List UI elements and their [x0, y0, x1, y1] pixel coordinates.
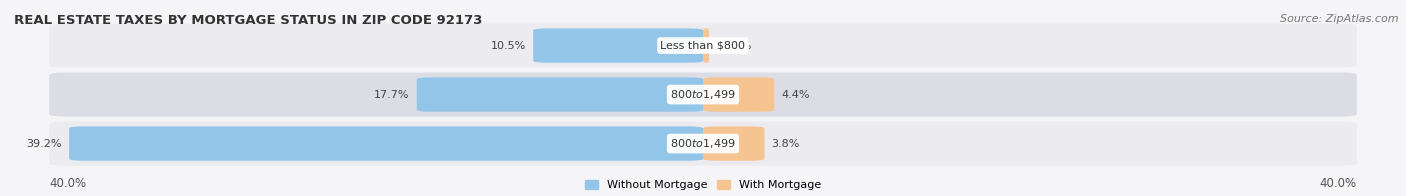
Text: Less than $800: Less than $800 [661, 41, 745, 51]
Text: $800 to $1,499: $800 to $1,499 [671, 137, 735, 150]
Text: 40.0%: 40.0% [49, 177, 86, 190]
Text: 39.2%: 39.2% [27, 139, 62, 149]
Text: 0.38%: 0.38% [716, 41, 752, 51]
Text: Source: ZipAtlas.com: Source: ZipAtlas.com [1281, 14, 1399, 24]
Text: 40.0%: 40.0% [1320, 177, 1357, 190]
Text: 17.7%: 17.7% [374, 90, 409, 100]
Text: 4.4%: 4.4% [782, 90, 810, 100]
Text: REAL ESTATE TAXES BY MORTGAGE STATUS IN ZIP CODE 92173: REAL ESTATE TAXES BY MORTGAGE STATUS IN … [14, 14, 482, 27]
Legend: Without Mortgage, With Mortgage: Without Mortgage, With Mortgage [585, 180, 821, 191]
Text: 3.8%: 3.8% [772, 139, 800, 149]
Text: $800 to $1,499: $800 to $1,499 [671, 88, 735, 101]
Text: 10.5%: 10.5% [491, 41, 526, 51]
